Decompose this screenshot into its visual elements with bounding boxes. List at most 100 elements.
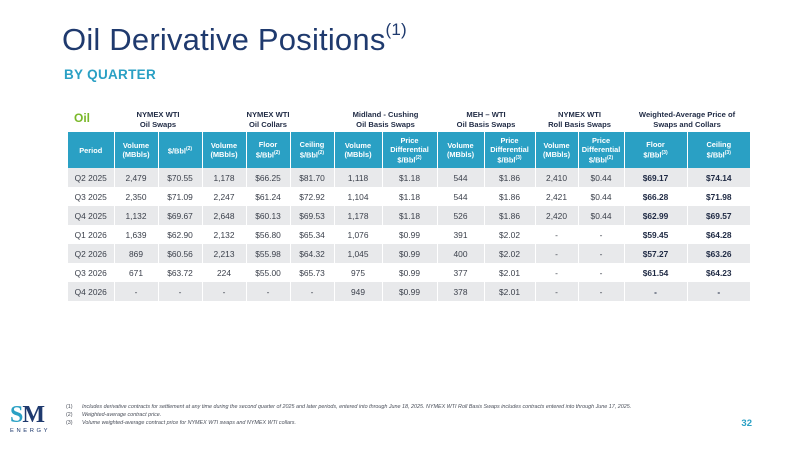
footnote-1: (1) Includes derivative contracts for set… — [66, 403, 756, 411]
footnote-text: Weighted-average contract price. — [82, 412, 162, 418]
header-text: Volume — [543, 141, 570, 150]
header-text: Differential — [581, 144, 621, 154]
header-text: $/Bbl — [255, 150, 274, 160]
table-cell: $69.17 — [624, 168, 688, 187]
table-cell: $64.32 — [290, 244, 335, 263]
table-cell: $81.70 — [290, 168, 335, 187]
title-text: Oil Derivative Positions — [62, 22, 386, 57]
header-roll-volume: Volume (MBbls) — [535, 132, 579, 168]
table-cell: 2,132 — [202, 225, 247, 244]
group-swaps: NYMEX WTI Oil Swaps — [114, 106, 202, 132]
group-roll-line2: Roll Basis Swaps — [548, 119, 611, 129]
logo-word: ENERGY — [10, 428, 51, 434]
header-text: Volume — [122, 141, 150, 150]
table-cell: $66.25 — [246, 168, 291, 187]
table-cell: $60.56 — [158, 244, 203, 263]
header-wa-ceiling: Ceiling $/Bbl(3) — [687, 132, 751, 168]
period-cell: Q3 2025 — [68, 187, 115, 206]
table-cell: 975 — [334, 263, 383, 282]
period-cell: Q2 2026 — [68, 244, 115, 263]
table-cell: - — [578, 225, 625, 244]
table-cell: $1.86 — [484, 168, 536, 187]
table-cell: $2.01 — [484, 282, 536, 301]
table-cell: - — [246, 282, 291, 301]
group-roll-line1: NYMEX WTI — [558, 110, 602, 119]
group-midland: Midland - Cushing Oil Basis Swaps — [334, 106, 437, 132]
group-wa-line2: Swaps and Collars — [653, 119, 721, 129]
group-weighted-average: Weighted-Average Price of Swaps and Colla… — [624, 106, 750, 132]
table-cell: $72.92 — [290, 187, 335, 206]
table-cell: $0.99 — [382, 263, 438, 282]
footnote-number: (2) — [66, 412, 73, 418]
table-cell: 391 — [437, 225, 485, 244]
table-cell: 671 — [114, 263, 159, 282]
table-cell: - — [535, 244, 579, 263]
group-swaps-line1: NYMEX WTI — [136, 110, 180, 119]
period-cell: Q3 2026 — [68, 263, 115, 282]
table-cell: $69.57 — [687, 206, 751, 225]
table-row: Q2 2025 2,479 $70.55 1,178 $66.25 $81.70 1,118… — [68, 168, 751, 187]
table-cell: - — [578, 244, 625, 263]
header-text: Price — [500, 135, 519, 145]
table-cell: - — [535, 282, 579, 301]
group-collars: NYMEX WTI Oil Collars — [202, 106, 334, 132]
table-cell: 2,648 — [202, 206, 247, 225]
table-cell: 400 — [437, 244, 485, 263]
header-text: $/Bbl — [497, 155, 516, 165]
footnote-marker: (2) — [185, 145, 193, 152]
table-cell: $62.99 — [624, 206, 688, 225]
table-cell: - — [687, 282, 751, 301]
page-subtitle: BY QUARTER — [64, 67, 157, 82]
table-cell: 1,076 — [334, 225, 383, 244]
group-midland-line1: Midland - Cushing — [352, 110, 419, 119]
table-cell: 2,420 — [535, 206, 579, 225]
table-cell: 544 — [437, 187, 485, 206]
table-cell: - — [578, 263, 625, 282]
logo-letter-m: M — [22, 402, 45, 428]
group-swaps-line2: Oil Swaps — [139, 119, 177, 129]
header-meh-price: Price Differential $/Bbl(3) — [484, 132, 536, 168]
footnote-marker: (3) — [661, 150, 668, 157]
table-cell: $1.18 — [382, 206, 438, 225]
header-midland-price: Price Differential $/Bbl(2) — [382, 132, 438, 168]
table-cell: - — [290, 282, 335, 301]
table-cell: $56.80 — [246, 225, 291, 244]
table-row: Q1 2026 1,639 $62.90 2,132 $56.80 $65.34 1,076… — [68, 225, 751, 244]
table-cell: $1.18 — [382, 187, 438, 206]
oil-label: Oil — [74, 111, 91, 126]
header-text: Differential — [390, 144, 429, 154]
footnote-number: (3) — [66, 420, 73, 426]
header-swaps-volume: Volume (MBbls) — [114, 132, 159, 168]
sm-energy-logo: SM ENERGY — [10, 403, 58, 439]
table-cell: 2,479 — [114, 168, 159, 187]
header-text: (MBbls) — [210, 150, 238, 159]
table-cell: $61.54 — [624, 263, 688, 282]
table-cell: $65.34 — [290, 225, 335, 244]
table-cell: $69.67 — [158, 206, 203, 225]
table-cell: - — [578, 282, 625, 301]
table-cell: $55.00 — [246, 263, 291, 282]
table-cell: $2.01 — [484, 263, 536, 282]
table-cell: $0.44 — [578, 206, 625, 225]
table-row: Q2 2026 869 $60.56 2,213 $55.98 $64.32 1,045 $0… — [68, 244, 751, 263]
logo-letters: SM — [10, 403, 58, 427]
period-cell: Q4 2025 — [68, 206, 115, 225]
header-period: Period — [68, 132, 115, 168]
table-cell: $59.45 — [624, 225, 688, 244]
header-roll-price: Price Differential $/Bbl(2) — [578, 132, 625, 168]
header-meh-volume: Volume (MBbls) — [437, 132, 485, 168]
header-wa-floor: Floor $/Bbl(3) — [624, 132, 688, 168]
footnote-marker: (2) — [273, 150, 281, 157]
table-cell: - — [535, 225, 579, 244]
header-text: Ceiling — [299, 140, 325, 150]
table-cell: $63.26 — [687, 244, 751, 263]
header-text: Price — [400, 135, 419, 145]
footnote-marker: (3) — [724, 150, 731, 157]
header-text: $/Bbl — [706, 150, 725, 160]
table-cell: - — [202, 282, 247, 301]
table-cell: $0.99 — [382, 225, 438, 244]
table-row: Q3 2026 671 $63.72 224 $55.00 $65.73 975 $0.99 3… — [68, 263, 751, 282]
group-wa-line1: Weighted-Average Price of — [638, 110, 736, 119]
group-midland-line2: Oil Basis Swaps — [356, 119, 415, 129]
table-cell: $69.53 — [290, 206, 335, 225]
